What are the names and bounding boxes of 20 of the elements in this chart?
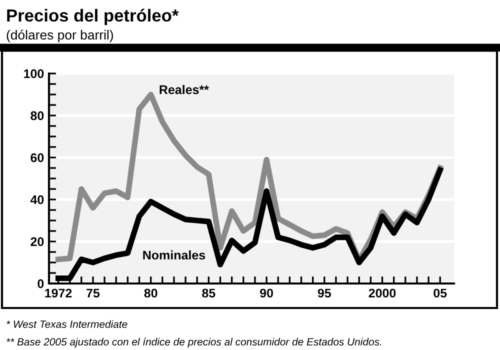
x-tick-label: 05 — [434, 288, 447, 298]
x-tick-label: 75 — [86, 288, 100, 298]
x-tick-label: 85 — [202, 288, 216, 298]
y-tick-label: 60 — [30, 153, 44, 162]
x-tick-label: 2000 — [368, 288, 396, 298]
y-tick-label: 100 — [24, 69, 44, 78]
text: * West Texas Intermediate — [6, 320, 128, 328]
series-label: Nominales — [143, 250, 206, 260]
y-tick-label: 0 — [38, 279, 44, 288]
x-tick-label: 95 — [318, 288, 332, 298]
chart-subtitle: (dólares por barril) — [6, 30, 113, 42]
text: ** Base 2005 ajustado con el índice de precios al consumidor de Estados Unidos. — [6, 338, 382, 348]
y-tick-label: 40 — [30, 195, 44, 204]
y-tick-label: 80 — [30, 111, 44, 120]
chart-title: Precios del petróleo* — [7, 8, 179, 26]
x-tick-label: 80 — [144, 288, 158, 298]
x-tick-label: 1972 — [45, 288, 72, 298]
y-tick-label: 20 — [30, 237, 44, 246]
x-tick-label: 90 — [260, 288, 273, 298]
series-label: Reales** — [160, 84, 209, 94]
